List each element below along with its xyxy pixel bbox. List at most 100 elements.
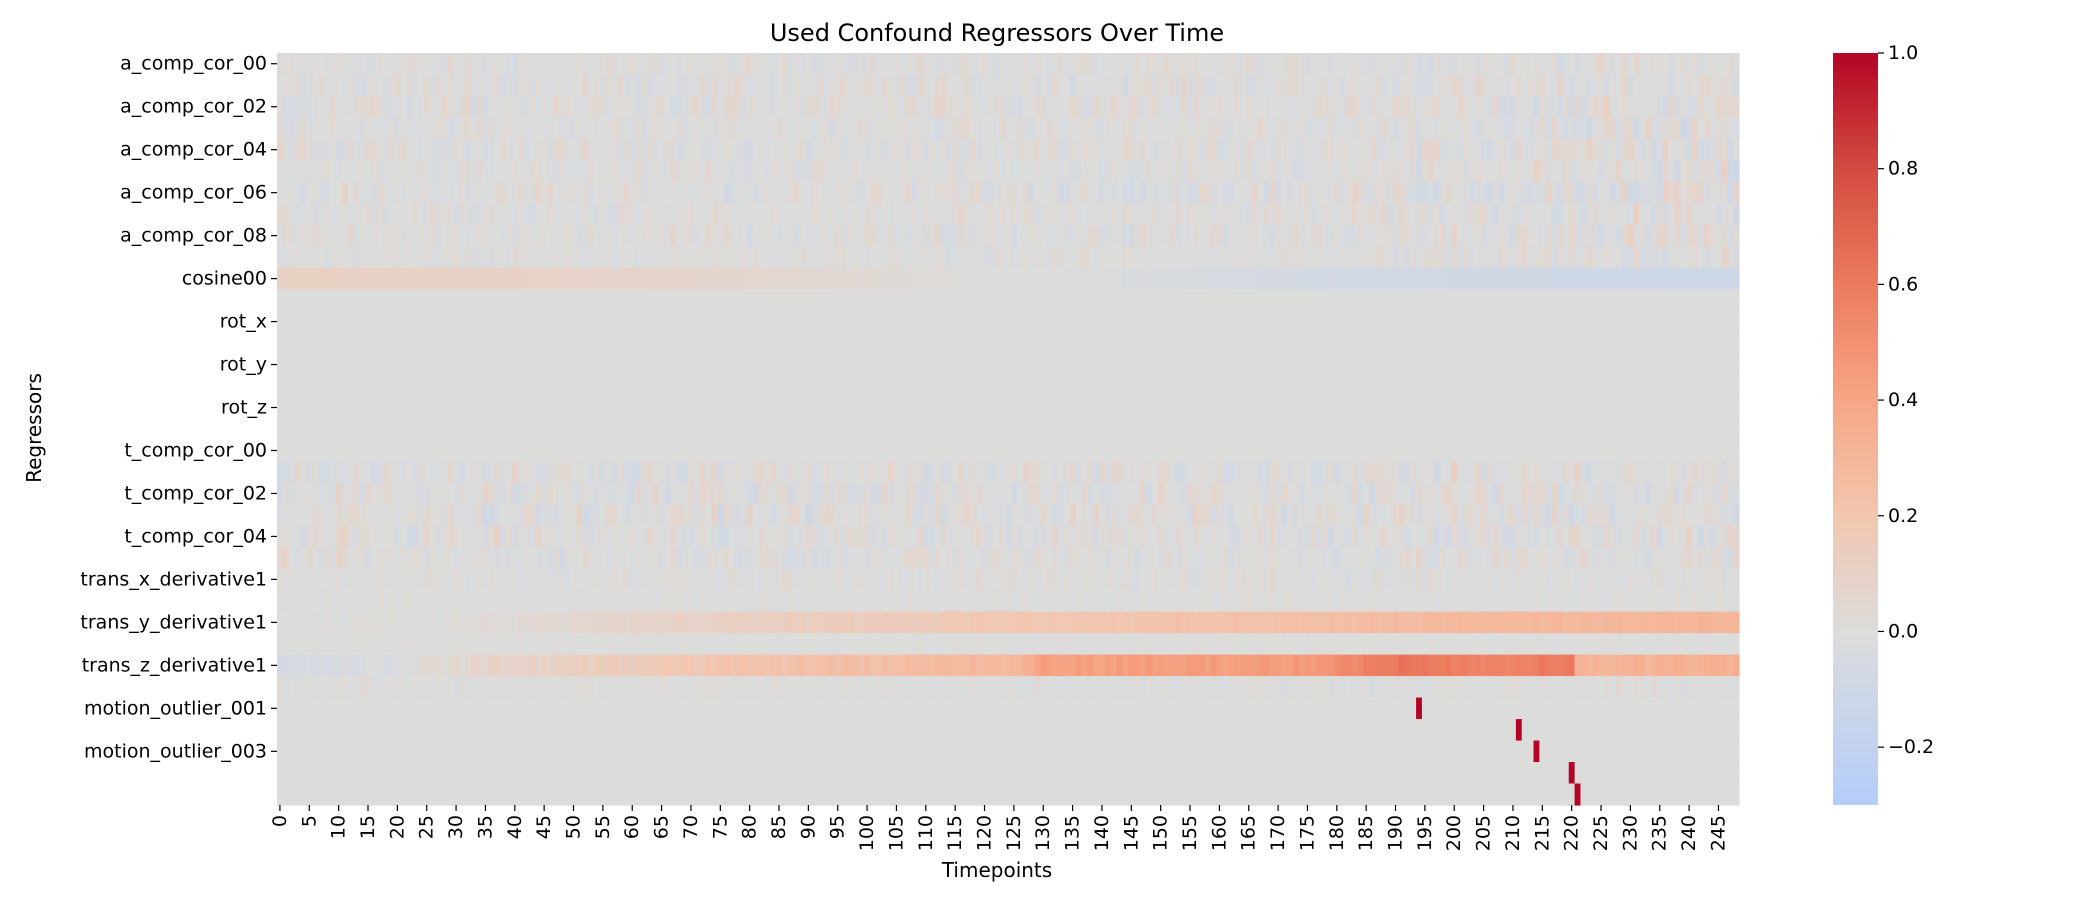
heatmap-cell	[1568, 95, 1576, 119]
heatmap-cell	[400, 181, 407, 204]
heatmap-cell	[599, 332, 607, 355]
heatmap-cell	[1333, 289, 1341, 312]
heatmap-cell	[705, 246, 713, 269]
heatmap-cell	[441, 461, 448, 484]
heatmap-cell	[306, 160, 313, 183]
heatmap-cell	[617, 95, 625, 119]
heatmap-cell	[1151, 160, 1159, 183]
heatmap-cell	[1486, 439, 1493, 462]
heatmap-cell	[353, 74, 360, 97]
heatmap-cell	[1122, 117, 1129, 140]
heatmap-cell	[1333, 95, 1341, 119]
heatmap-cell	[958, 418, 965, 441]
heatmap-cell	[1292, 375, 1300, 398]
heatmap-cell	[505, 289, 513, 312]
heatmap-cell	[329, 138, 337, 162]
heatmap-cell	[1128, 117, 1135, 140]
heatmap-cell	[511, 310, 519, 333]
heatmap-cell	[1145, 95, 1153, 119]
heatmap-cell	[1603, 53, 1611, 76]
heatmap-cell	[306, 267, 313, 290]
heatmap-cell	[1410, 181, 1417, 204]
heatmap-cell	[1439, 332, 1447, 355]
heatmap-cell	[1022, 418, 1030, 441]
heatmap-cell	[541, 267, 548, 290]
heatmap-cell	[476, 418, 484, 441]
heatmap-cell	[1269, 117, 1276, 140]
heatmap-cell	[1016, 203, 1024, 226]
heatmap-cell	[594, 53, 601, 76]
heatmap-cell	[359, 74, 366, 97]
heatmap-cell	[376, 310, 384, 333]
heatmap-cell	[1627, 353, 1634, 376]
heatmap-cell	[905, 160, 912, 183]
heatmap-cell	[911, 160, 918, 183]
heatmap-cell	[641, 224, 648, 247]
heatmap-cell	[1010, 461, 1018, 484]
heatmap-cell	[1439, 203, 1447, 226]
heatmap-cell	[1645, 418, 1652, 441]
heatmap-cell	[423, 95, 431, 119]
heatmap-cell	[441, 203, 448, 226]
heatmap-cell	[1063, 53, 1071, 76]
heatmap-cell	[1674, 396, 1681, 419]
heatmap-cell	[623, 203, 630, 226]
heatmap-cell	[1234, 332, 1241, 355]
heatmap-cell	[799, 375, 807, 398]
heatmap-cell	[1686, 246, 1693, 269]
heatmap-cell	[1234, 375, 1241, 398]
heatmap-cell	[605, 160, 613, 183]
heatmap-cell	[1639, 332, 1646, 355]
heatmap-cell	[1733, 439, 1740, 462]
heatmap-cell	[365, 95, 372, 119]
heatmap-cell	[688, 267, 695, 290]
heatmap-cell	[623, 418, 630, 441]
heatmap-cell	[1369, 74, 1376, 97]
heatmap-cell	[1668, 95, 1676, 119]
heatmap-cell	[1216, 160, 1223, 183]
heatmap-cell	[1498, 160, 1505, 183]
heatmap-cell	[1533, 289, 1540, 312]
heatmap-cell	[1093, 396, 1100, 419]
heatmap-cell	[1093, 95, 1100, 119]
heatmap-cell	[916, 95, 924, 119]
heatmap-cell	[1727, 160, 1734, 183]
heatmap-cell	[365, 289, 372, 312]
heatmap-cell	[1533, 461, 1540, 484]
heatmap-cell	[1380, 332, 1388, 355]
heatmap-cell	[1263, 353, 1270, 376]
heatmap-cell	[1251, 267, 1259, 290]
heatmap-cell	[1451, 95, 1458, 119]
heatmap-cell	[1715, 310, 1722, 333]
heatmap-cell	[717, 95, 724, 119]
heatmap-cell	[1028, 418, 1036, 441]
heatmap-cell	[1416, 396, 1423, 419]
heatmap-cell	[1245, 74, 1253, 97]
heatmap-cell	[1363, 138, 1370, 162]
heatmap-cell	[1099, 418, 1106, 441]
heatmap-cell	[1586, 181, 1593, 204]
heatmap-cell	[1521, 224, 1529, 247]
heatmap-cell	[1492, 138, 1499, 162]
heatmap-cell	[958, 74, 965, 97]
heatmap-cell	[1286, 353, 1294, 376]
heatmap-cell	[588, 418, 595, 441]
heatmap-cell	[335, 53, 343, 76]
heatmap-cell	[758, 332, 765, 355]
heatmap-cell	[564, 138, 572, 162]
heatmap-cell	[1733, 138, 1740, 162]
heatmap-cell	[1333, 418, 1341, 441]
heatmap-cell	[828, 95, 836, 119]
heatmap-cell	[517, 289, 525, 312]
heatmap-cell	[470, 289, 478, 312]
heatmap-cell	[1392, 396, 1400, 419]
heatmap-cell	[1568, 418, 1576, 441]
heatmap-cell	[1369, 267, 1376, 290]
heatmap-cell	[1234, 95, 1241, 119]
heatmap-cell	[517, 117, 525, 140]
heatmap-cell	[1515, 160, 1523, 183]
heatmap-cell	[447, 53, 454, 76]
heatmap-cell	[1521, 375, 1529, 398]
heatmap-cell	[641, 138, 648, 162]
heatmap-cell	[453, 353, 460, 376]
